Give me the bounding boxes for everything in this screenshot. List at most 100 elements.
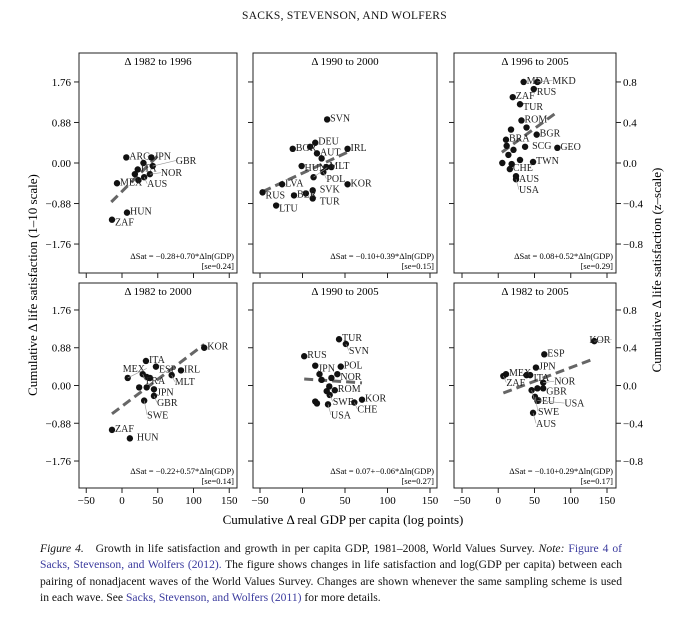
data-point xyxy=(529,158,537,166)
y-tick-label-right: 0.4 xyxy=(623,117,637,129)
point-label: MDA xyxy=(527,76,551,87)
point-label: NOR xyxy=(554,377,575,388)
fit-se: [se=0.14] xyxy=(202,476,235,486)
fit-line xyxy=(261,150,349,194)
data-point xyxy=(312,139,319,146)
figure-title: Growth in life satisfaction and growth i… xyxy=(95,542,535,555)
panel-4: Δ 1982 to 2000 1.76 0.88 0.00 −0.88 −1.76 −50 0… xyxy=(46,282,238,507)
panel-title: Δ 1982 to 2000 xyxy=(124,286,192,298)
data-point xyxy=(534,78,541,86)
y-tick-label-left: 0.88 xyxy=(52,117,72,129)
x-tick-label: 100 xyxy=(379,495,396,507)
fit-se: [se=0.15] xyxy=(402,261,435,271)
fit-equation: ΔSat = −0.22+0.57*Δln(GDP) xyxy=(130,466,234,476)
fit-se: [se=0.29] xyxy=(581,261,614,271)
data-point xyxy=(516,101,524,108)
citation-link-2012[interactable]: Figure 4 of Sacks, Stevenson, and Wolfer… xyxy=(40,542,623,572)
point-label: IRL xyxy=(184,364,200,375)
data-point xyxy=(278,181,286,188)
data-point xyxy=(502,136,510,143)
data-point xyxy=(528,387,535,394)
point-label: KOR xyxy=(365,394,386,405)
data-point xyxy=(302,190,310,197)
data-point xyxy=(506,165,514,173)
data-point xyxy=(335,336,343,343)
panel-1: Δ 1982 to 1996 1.76 0.88 0.00 −0.88 −1.76 ΔSat… xyxy=(46,52,238,278)
data-point xyxy=(533,131,540,138)
data-point xyxy=(309,195,316,202)
point-label: NOR xyxy=(161,168,182,179)
point-label: DEU xyxy=(318,137,339,148)
label-leader-line xyxy=(515,179,520,190)
label-leader-line xyxy=(127,368,147,379)
data-point xyxy=(318,155,325,162)
point-label: CHE xyxy=(357,404,377,415)
data-point xyxy=(108,216,116,223)
point-label: JPN xyxy=(154,151,171,162)
y-tick-label-left: 0.88 xyxy=(52,343,72,355)
panel-title: Δ 1982 to 2005 xyxy=(501,286,569,298)
point-label: ITA xyxy=(534,373,551,384)
fit-line xyxy=(500,110,559,154)
point-label: CHE xyxy=(513,163,533,174)
fit-line xyxy=(502,357,596,395)
panel-frame xyxy=(78,52,238,274)
point-label: SWE xyxy=(333,397,354,408)
y-tick-label-right: −0.8 xyxy=(623,239,643,251)
point-label: GBR xyxy=(546,386,567,397)
data-point xyxy=(520,78,527,86)
panel-6: Δ 1982 to 2005 0.8 0.4 0.0 −0.4 −0.8 −50 0 50 100… xyxy=(449,282,643,507)
point-label: IRL xyxy=(351,143,367,154)
data-point xyxy=(306,143,314,150)
label-leader-line xyxy=(171,374,175,382)
point-label: AUS xyxy=(519,174,539,185)
point-label: ZAF xyxy=(115,218,134,229)
data-point xyxy=(337,363,344,370)
data-point xyxy=(108,426,116,434)
y-tick-label-right: 0.0 xyxy=(623,381,637,393)
data-point xyxy=(272,202,280,209)
point-label: HUN xyxy=(305,163,327,174)
label-leader-line xyxy=(327,404,332,415)
point-label: BGR xyxy=(296,143,317,154)
point-label: KOR xyxy=(351,178,372,189)
point-label: POL xyxy=(326,174,345,185)
data-point xyxy=(521,143,529,150)
data-point xyxy=(140,159,147,167)
data-point xyxy=(123,209,131,216)
figure-label: Figure 4. xyxy=(40,542,84,555)
y-tick-label-right: 0.4 xyxy=(623,343,637,355)
y-axis-label-right: Cumulative Δ life satisfaction (z–scale) xyxy=(649,168,664,373)
panel-5: Δ 1990 to 2005 −50 0 50 100 150 ΔSat = 0.07+−0… xyxy=(248,282,439,507)
data-point xyxy=(342,340,350,348)
label-leader-line xyxy=(537,400,565,404)
y-tick-label-left: 1.76 xyxy=(52,77,72,89)
point-label: SVN xyxy=(330,113,350,124)
point-label: ESP xyxy=(159,365,177,376)
point-label: JPN xyxy=(318,364,335,375)
point-label: BLR xyxy=(297,189,317,200)
data-point xyxy=(503,142,510,149)
citation-link-2011[interactable]: Sacks, Stevenson, and Wolfers (2011) xyxy=(125,591,302,605)
data-point xyxy=(510,146,517,154)
point-label: TWN xyxy=(536,156,559,167)
point-label: GBR xyxy=(157,398,178,409)
point-label: MEX xyxy=(120,177,143,188)
data-point xyxy=(323,116,331,123)
x-axis-label: Cumulative Δ real GDP per capita (log po… xyxy=(223,512,464,527)
data-point xyxy=(150,386,158,393)
data-point xyxy=(142,357,150,365)
data-point xyxy=(134,166,141,173)
data-point xyxy=(309,187,316,194)
data-point xyxy=(529,409,537,417)
fit-equation: ΔSat = 0.08+0.52*Δln(GDP) xyxy=(514,251,613,261)
data-point xyxy=(526,371,534,379)
fit-se: [se=0.27] xyxy=(402,476,435,486)
data-point xyxy=(301,353,308,360)
data-point xyxy=(150,392,158,400)
point-label: SWE xyxy=(538,407,559,418)
point-label: JPN xyxy=(539,362,556,373)
point-label: ESP xyxy=(547,348,565,359)
data-point xyxy=(508,160,515,168)
x-tick-label: 0 xyxy=(496,495,502,507)
